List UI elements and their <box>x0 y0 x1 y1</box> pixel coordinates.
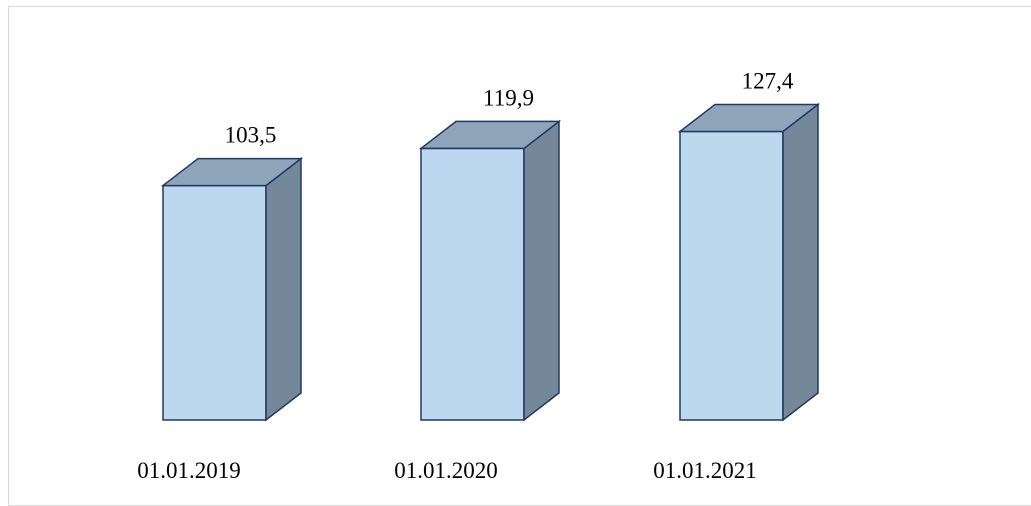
data-label: 103,5 <box>225 123 277 148</box>
bar-front-face <box>420 147 525 421</box>
data-label: 127,4 <box>742 68 794 93</box>
data-label: 119,9 <box>483 85 534 110</box>
bar-top-face <box>677 103 821 133</box>
bar-top-face <box>418 120 562 150</box>
bar-2 <box>418 119 562 422</box>
bar-1 <box>160 157 304 422</box>
bar-side-face <box>523 119 560 422</box>
bar-3 <box>677 102 821 422</box>
category-label: 01.01.2021 <box>653 458 757 483</box>
bar-front-face <box>162 184 267 421</box>
bar-side-face <box>782 102 819 422</box>
category-label: 01.01.2019 <box>137 458 241 483</box>
bar-chart: 103,5 01.01.2019 119,9 01.01.2020 127,4 01.01… <box>137 68 821 483</box>
bar-front-face <box>679 130 784 421</box>
bar-side-face <box>265 157 302 422</box>
category-label: 01.01.2020 <box>394 458 498 483</box>
bar-top-face <box>160 157 304 187</box>
